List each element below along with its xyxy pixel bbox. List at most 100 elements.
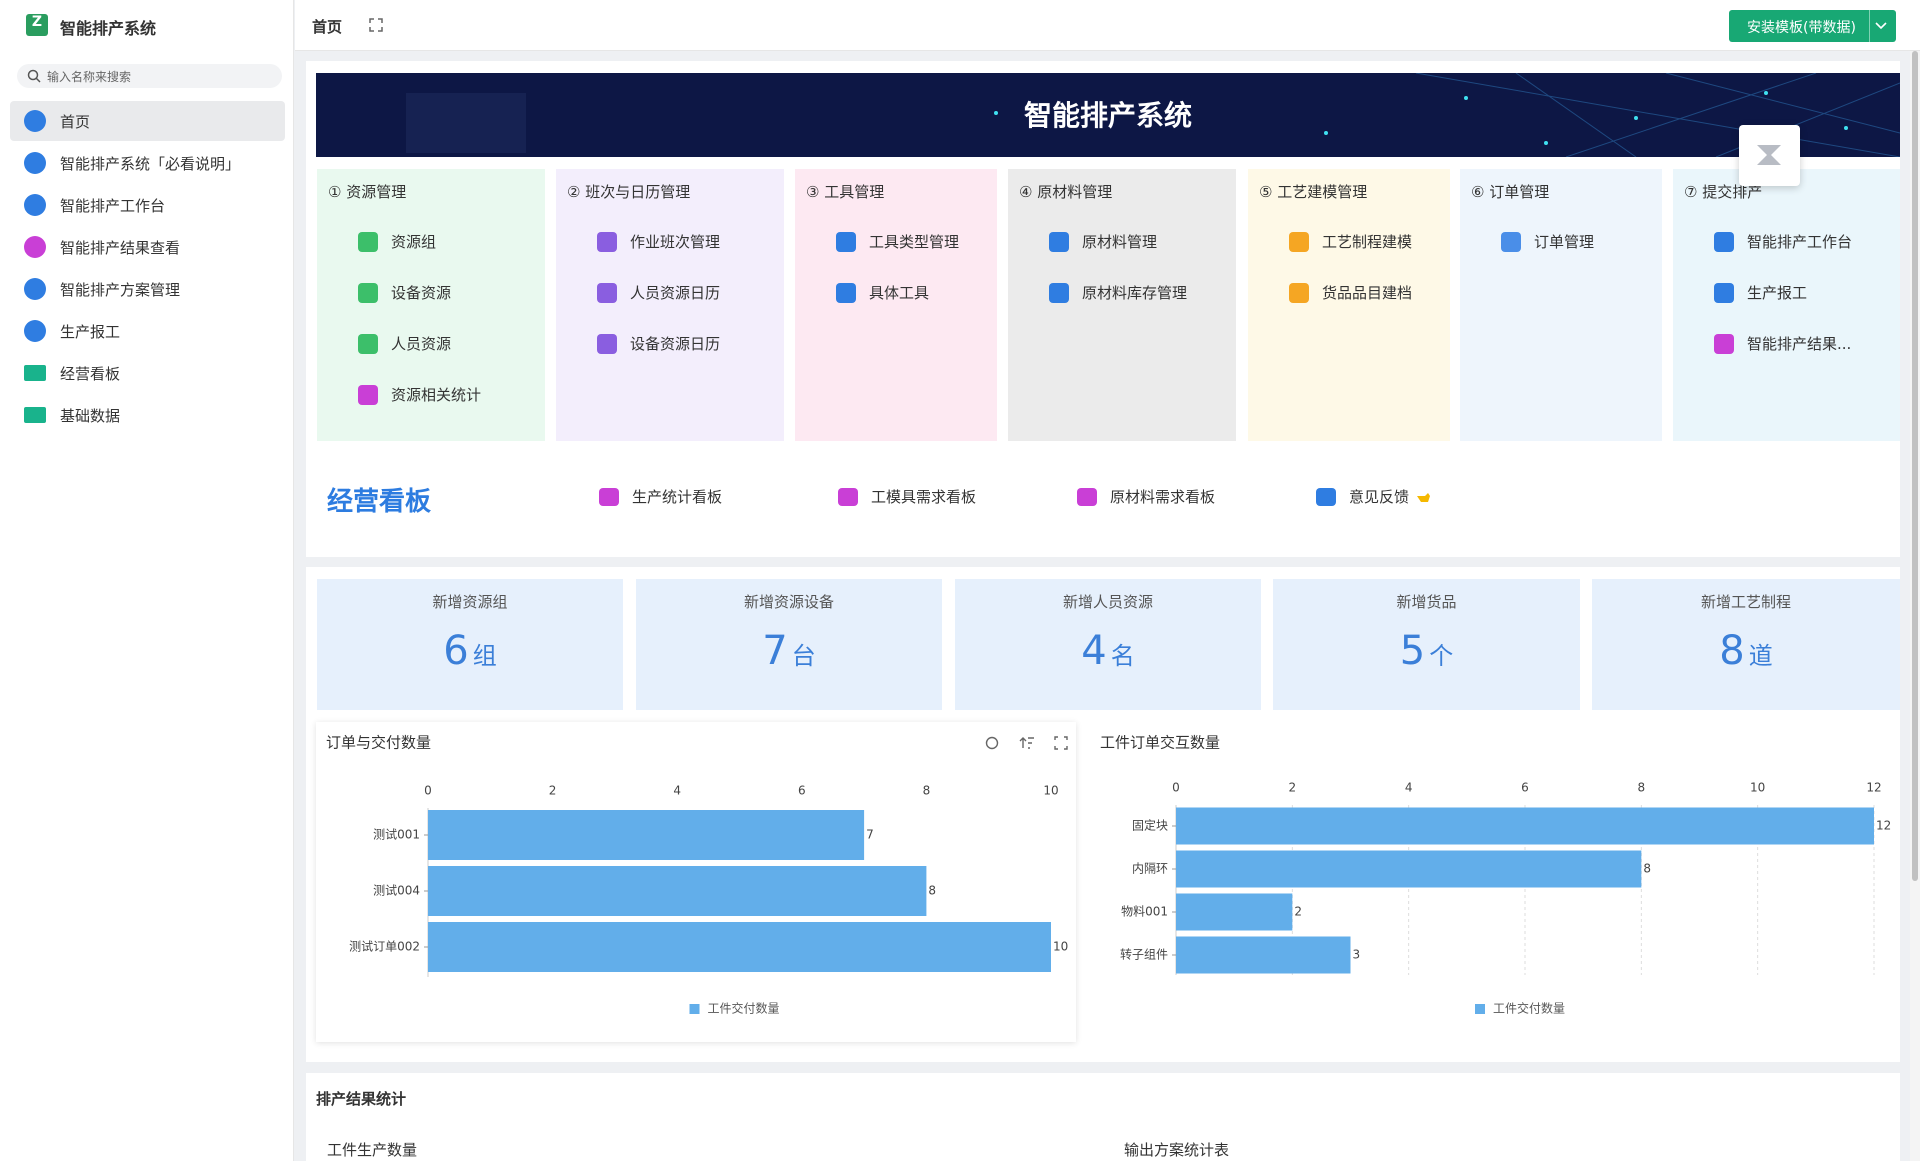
menu-item[interactable]: 智能排产工作台: [10, 185, 285, 225]
scrollbar[interactable]: [1910, 51, 1920, 1161]
module-item[interactable]: 智能排产工作台: [1714, 231, 1852, 252]
item-icon: [1501, 231, 1521, 252]
sidebar: Z 智能排产系统 输入名称来搜索 首页 智能排产系统「必看说明」 智能排产工作台 智能…: [0, 0, 294, 1161]
menu-item[interactable]: 经营看板: [10, 353, 285, 393]
stat-label: 新增资源组: [432, 593, 508, 611]
menu-item[interactable]: 首页: [10, 101, 285, 141]
menu-item[interactable]: 生产报工: [10, 311, 285, 351]
module-item[interactable]: 工具类型管理: [836, 231, 959, 252]
module-column: ⑤ 工艺建模管理工艺制程建模 货品品目建档: [1248, 169, 1450, 441]
chart: 订单与交付数量 0 2 4 6 8 10 7 8 10 工件交付数量 测试001 测试004 测试订单00…: [326, 734, 1068, 1016]
link-icon: [1316, 487, 1336, 506]
item-icon: [836, 231, 856, 252]
stat-card: 新增资源组 6 组: [317, 579, 623, 710]
menu-item[interactable]: 基础数据: [10, 395, 285, 435]
item-label: 生产报工: [1747, 284, 1808, 302]
module-column: ④ 原材料管理原材料管理原材料库存管理: [1008, 169, 1236, 441]
board-link[interactable]: 工模具需求看板: [838, 486, 976, 507]
module-item[interactable]: 设备资源日历: [597, 333, 720, 354]
stat-card: 新增货品 5 个: [1273, 579, 1580, 710]
module-item[interactable]: 人员资源: [358, 333, 451, 354]
menu-item[interactable]: 智能排产系统「必看说明」: [10, 143, 285, 183]
item-label: 智能排产结果...: [1747, 335, 1852, 353]
stat-label: 新增人员资源: [1062, 593, 1153, 611]
y-tick-label: 测试001: [373, 827, 420, 842]
module-item[interactable]: 智能排产结果...: [1714, 333, 1851, 354]
value-label: 2: [1294, 905, 1302, 919]
item-label: 货品品目建档: [1322, 284, 1413, 302]
module-title: ⑥ 订单管理: [1471, 183, 1550, 201]
module-item[interactable]: 设备资源: [358, 282, 451, 303]
module-item[interactable]: 人员资源日历: [597, 282, 720, 303]
module-title: ⑦ 提交排产: [1684, 183, 1763, 201]
module-title: ⑤ 工艺建模管理: [1259, 183, 1368, 201]
module-column: ② 班次与日历管理 作业班次管理 人员资源日历 设备资源日历: [556, 169, 784, 441]
menu-label: 基础数据: [60, 406, 121, 425]
item-icon: [1714, 231, 1734, 252]
menu-label: 智能排产方案管理: [60, 280, 181, 299]
fullscreen-icon[interactable]: [369, 18, 383, 32]
chart-tools[interactable]: [985, 736, 1068, 750]
item-label: 作业班次管理: [630, 233, 721, 251]
item-label: 智能排产工作台: [1747, 233, 1853, 251]
item-icon: [1289, 282, 1309, 303]
x-tick-label: 4: [673, 784, 681, 798]
item-label: 资源组: [391, 233, 437, 251]
module-item[interactable]: 原材料库存管理: [1049, 282, 1187, 303]
menu-label: 智能排产结果查看: [60, 238, 181, 257]
y-tick-label: 测试订单002: [349, 939, 420, 954]
module-item[interactable]: 工艺制程建模: [1289, 231, 1412, 252]
module-item[interactable]: 货品品目建档: [1289, 282, 1412, 303]
item-label: 原材料库存管理: [1082, 284, 1188, 302]
scroll-thumb[interactable]: [1912, 51, 1918, 881]
link-label: 意见反馈: [1349, 488, 1410, 506]
results-left: 工件生产数量: [327, 1141, 418, 1159]
module-item[interactable]: 生产报工: [1714, 282, 1807, 303]
x-tick-label: 4: [1405, 781, 1413, 795]
module-item[interactable]: 订单管理: [1501, 231, 1594, 252]
link-label: 工模具需求看板: [871, 488, 977, 506]
item-icon: [836, 282, 856, 303]
item-icon: [358, 282, 378, 303]
search-placeholder: 输入名称来搜索: [47, 70, 132, 84]
item-label: 原材料管理: [1082, 233, 1158, 251]
board-link[interactable]: 意见反馈: [1316, 486, 1409, 507]
menu-icon: [24, 194, 46, 216]
tab[interactable]: 首页: [312, 18, 343, 36]
menu-icon: [24, 110, 46, 132]
item-label: 工艺制程建模: [1322, 233, 1413, 251]
module-item[interactable]: 资源组: [358, 231, 436, 252]
y-tick-label: 内隔环: [1132, 862, 1168, 876]
x-tick-label: 12: [1866, 781, 1881, 795]
menu-icon: [24, 407, 46, 423]
item-label: 工具类型管理: [869, 233, 960, 251]
search-box[interactable]: 输入名称来搜索: [17, 64, 282, 88]
menu-item[interactable]: 智能排产结果查看: [10, 227, 285, 267]
module-title: ④ 原材料管理: [1019, 183, 1113, 201]
dropdown-icon: [1875, 22, 1887, 30]
floating-widget[interactable]: [1739, 125, 1800, 186]
stat-label: 新增货品: [1396, 593, 1457, 611]
item-icon: [1714, 333, 1734, 354]
module-item[interactable]: 作业班次管理: [597, 231, 720, 252]
menu-label: 经营看板: [60, 364, 121, 383]
module-item[interactable]: 具体工具: [836, 282, 929, 303]
item-icon: [1049, 282, 1069, 303]
module-column: ③ 工具管理 工具类型管理 具体工具: [795, 169, 997, 441]
value-label: 8: [928, 884, 936, 898]
item-icon: [1289, 231, 1309, 252]
board-link[interactable]: 生产统计看板: [599, 486, 722, 507]
module-item[interactable]: 原材料管理: [1049, 231, 1157, 252]
menu-item[interactable]: 智能排产方案管理: [10, 269, 285, 309]
board-link[interactable]: 原材料需求看板: [1077, 486, 1215, 507]
install-button[interactable]: 安装模板(带数据): [1729, 10, 1896, 42]
legend-label: 工件交付数量: [708, 1001, 780, 1016]
y-tick-label: 固定块: [1132, 818, 1168, 833]
module-item[interactable]: 资源相关统计: [358, 384, 481, 405]
install-label: 安装模板(带数据): [1747, 20, 1856, 36]
